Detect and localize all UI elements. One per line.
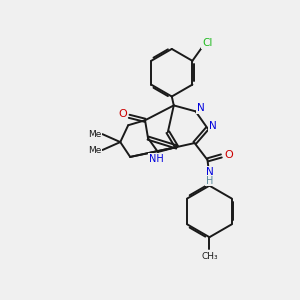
Text: N: N xyxy=(197,103,204,113)
Text: H: H xyxy=(206,176,213,186)
Text: CH₃: CH₃ xyxy=(201,251,218,260)
Text: N: N xyxy=(206,167,213,177)
Text: N: N xyxy=(208,121,216,131)
Text: NH: NH xyxy=(148,154,163,164)
Text: O: O xyxy=(224,150,233,160)
Text: Cl: Cl xyxy=(202,38,212,48)
Text: Me: Me xyxy=(88,146,101,154)
Text: O: O xyxy=(118,109,127,119)
Text: Me: Me xyxy=(88,130,101,139)
